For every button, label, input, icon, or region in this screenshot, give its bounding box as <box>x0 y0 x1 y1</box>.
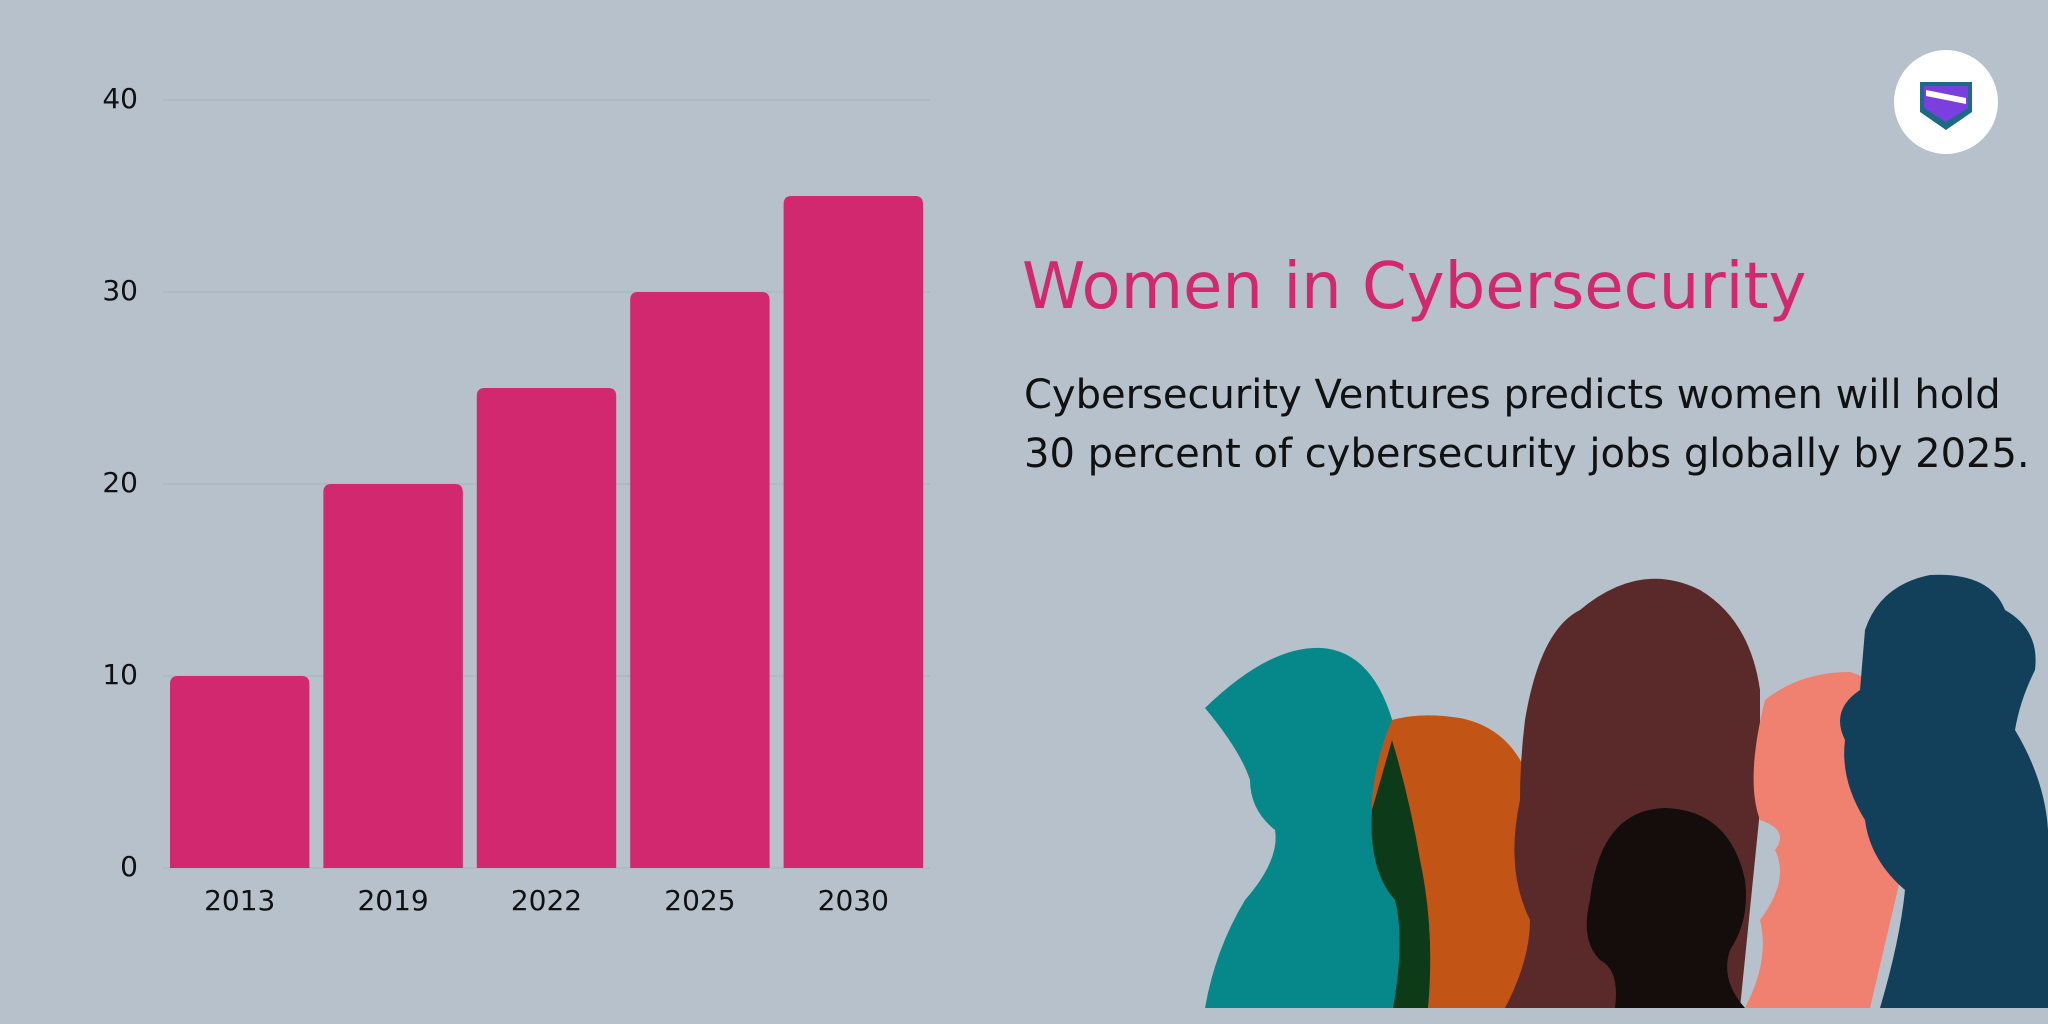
bar <box>476 388 617 868</box>
bar <box>323 484 463 868</box>
silhouettes <box>1205 574 2048 1008</box>
x-tick-label: 2025 <box>664 884 735 917</box>
x-tick-label: 2013 <box>204 884 275 917</box>
y-tick-label: 40 <box>102 82 138 115</box>
bar <box>783 196 923 868</box>
x-tick-label: 2022 <box>511 884 582 917</box>
y-tick-label: 30 <box>102 274 138 307</box>
x-tick-label: 2019 <box>357 884 428 917</box>
logo <box>1894 50 1998 154</box>
description: Cybersecurity Ventures predicts women wi… <box>1024 372 2030 477</box>
bar <box>630 292 770 868</box>
y-tick-label: 20 <box>102 466 138 499</box>
x-tick-label: 2030 <box>818 884 889 917</box>
y-tick-label: 10 <box>102 658 138 691</box>
bar <box>170 676 310 868</box>
title: Women in Cybersecurity <box>1022 250 1807 324</box>
y-tick-label: 0 <box>120 850 138 883</box>
